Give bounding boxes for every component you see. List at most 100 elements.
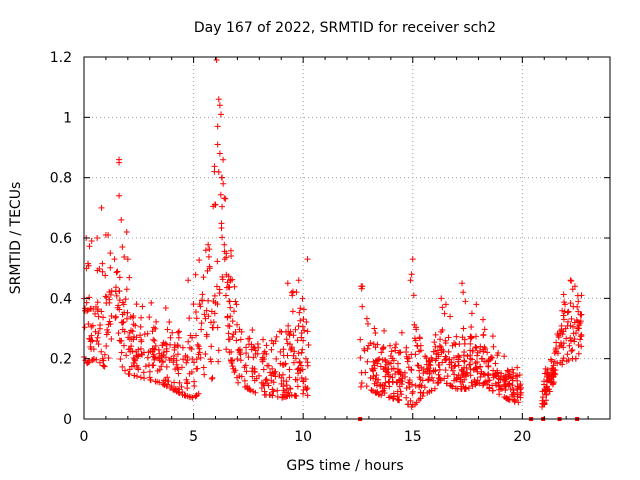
data-point [380, 344, 387, 351]
x-tick-label: 10 [294, 429, 312, 445]
data-point [216, 102, 223, 109]
data-point [114, 268, 121, 275]
data-point [273, 355, 280, 362]
data-point [494, 352, 501, 359]
data-point [243, 344, 250, 351]
data-point [226, 323, 233, 330]
data-point [176, 379, 183, 386]
data-point [281, 389, 288, 396]
data-point [490, 343, 497, 350]
data-point [405, 379, 412, 386]
data-point [291, 392, 298, 399]
data-point [105, 329, 112, 336]
data-point [220, 180, 227, 187]
data-point [474, 368, 481, 375]
data-point [116, 274, 123, 281]
data-point [88, 346, 95, 353]
data-point [174, 351, 181, 358]
data-point [297, 317, 304, 324]
data-point [502, 387, 509, 394]
data-point [359, 303, 366, 310]
data-point [464, 353, 471, 360]
data-point [417, 342, 424, 349]
data-point [462, 298, 469, 305]
data-point [298, 349, 305, 356]
data-point [116, 288, 123, 295]
data-point [421, 384, 428, 391]
data-point [446, 361, 453, 368]
data-point [287, 341, 294, 348]
data-point [562, 301, 569, 308]
data-point [236, 349, 243, 356]
data-point [391, 344, 398, 351]
data-point [545, 373, 552, 380]
data-point [225, 330, 232, 337]
data-point [227, 304, 234, 311]
data-point [201, 311, 208, 318]
data-point [371, 362, 378, 369]
data-point [440, 348, 447, 355]
data-point [299, 323, 306, 330]
data-point [302, 355, 309, 362]
data-point [397, 388, 404, 395]
data-point [408, 271, 415, 278]
data-point [490, 367, 497, 374]
data-point [449, 383, 456, 390]
data-point [122, 296, 129, 303]
data-point [505, 373, 512, 380]
data-point [270, 379, 277, 386]
data-point [149, 328, 156, 335]
data-point [252, 389, 259, 396]
data-point [215, 347, 222, 354]
data-point [278, 328, 285, 335]
data-point [432, 357, 439, 364]
data-point [249, 327, 256, 334]
data-point [245, 385, 252, 392]
data-point [173, 361, 180, 368]
data-point [137, 345, 144, 352]
data-point [115, 330, 122, 337]
data-point [193, 392, 200, 399]
data-point [156, 350, 163, 357]
data-point [288, 345, 295, 352]
data-point [241, 377, 248, 384]
data-point [207, 356, 214, 363]
data-point [394, 360, 401, 367]
data-point [560, 316, 567, 323]
data-point [147, 376, 154, 383]
data-point [444, 373, 451, 380]
data-point [473, 301, 480, 308]
data-point [566, 342, 573, 349]
data-point [120, 301, 127, 308]
data-point [416, 334, 423, 341]
data-point [229, 363, 236, 370]
data-point [95, 330, 102, 337]
data-point [193, 365, 200, 372]
data-point [493, 382, 500, 389]
y-axis-label: SRMTID / TECUs [8, 182, 24, 295]
data-point [92, 310, 99, 317]
data-point [296, 359, 303, 366]
data-point [228, 360, 235, 367]
data-point [156, 366, 163, 373]
data-point [465, 385, 472, 392]
data-point [442, 367, 449, 374]
data-point [211, 292, 218, 299]
data-point [118, 337, 125, 344]
data-point [541, 400, 548, 407]
data-point [442, 353, 449, 360]
data-point [276, 371, 283, 378]
data-point [441, 310, 448, 317]
data-point [277, 348, 284, 355]
data-point [126, 371, 133, 378]
data-point [373, 372, 380, 379]
data-point [87, 336, 94, 343]
data-point [134, 373, 140, 380]
data-point [560, 340, 567, 347]
data-point [274, 393, 281, 400]
data-point [217, 111, 224, 118]
data-point [105, 355, 112, 362]
data-point [467, 333, 474, 340]
data-point [130, 355, 137, 362]
data-point [387, 342, 394, 349]
